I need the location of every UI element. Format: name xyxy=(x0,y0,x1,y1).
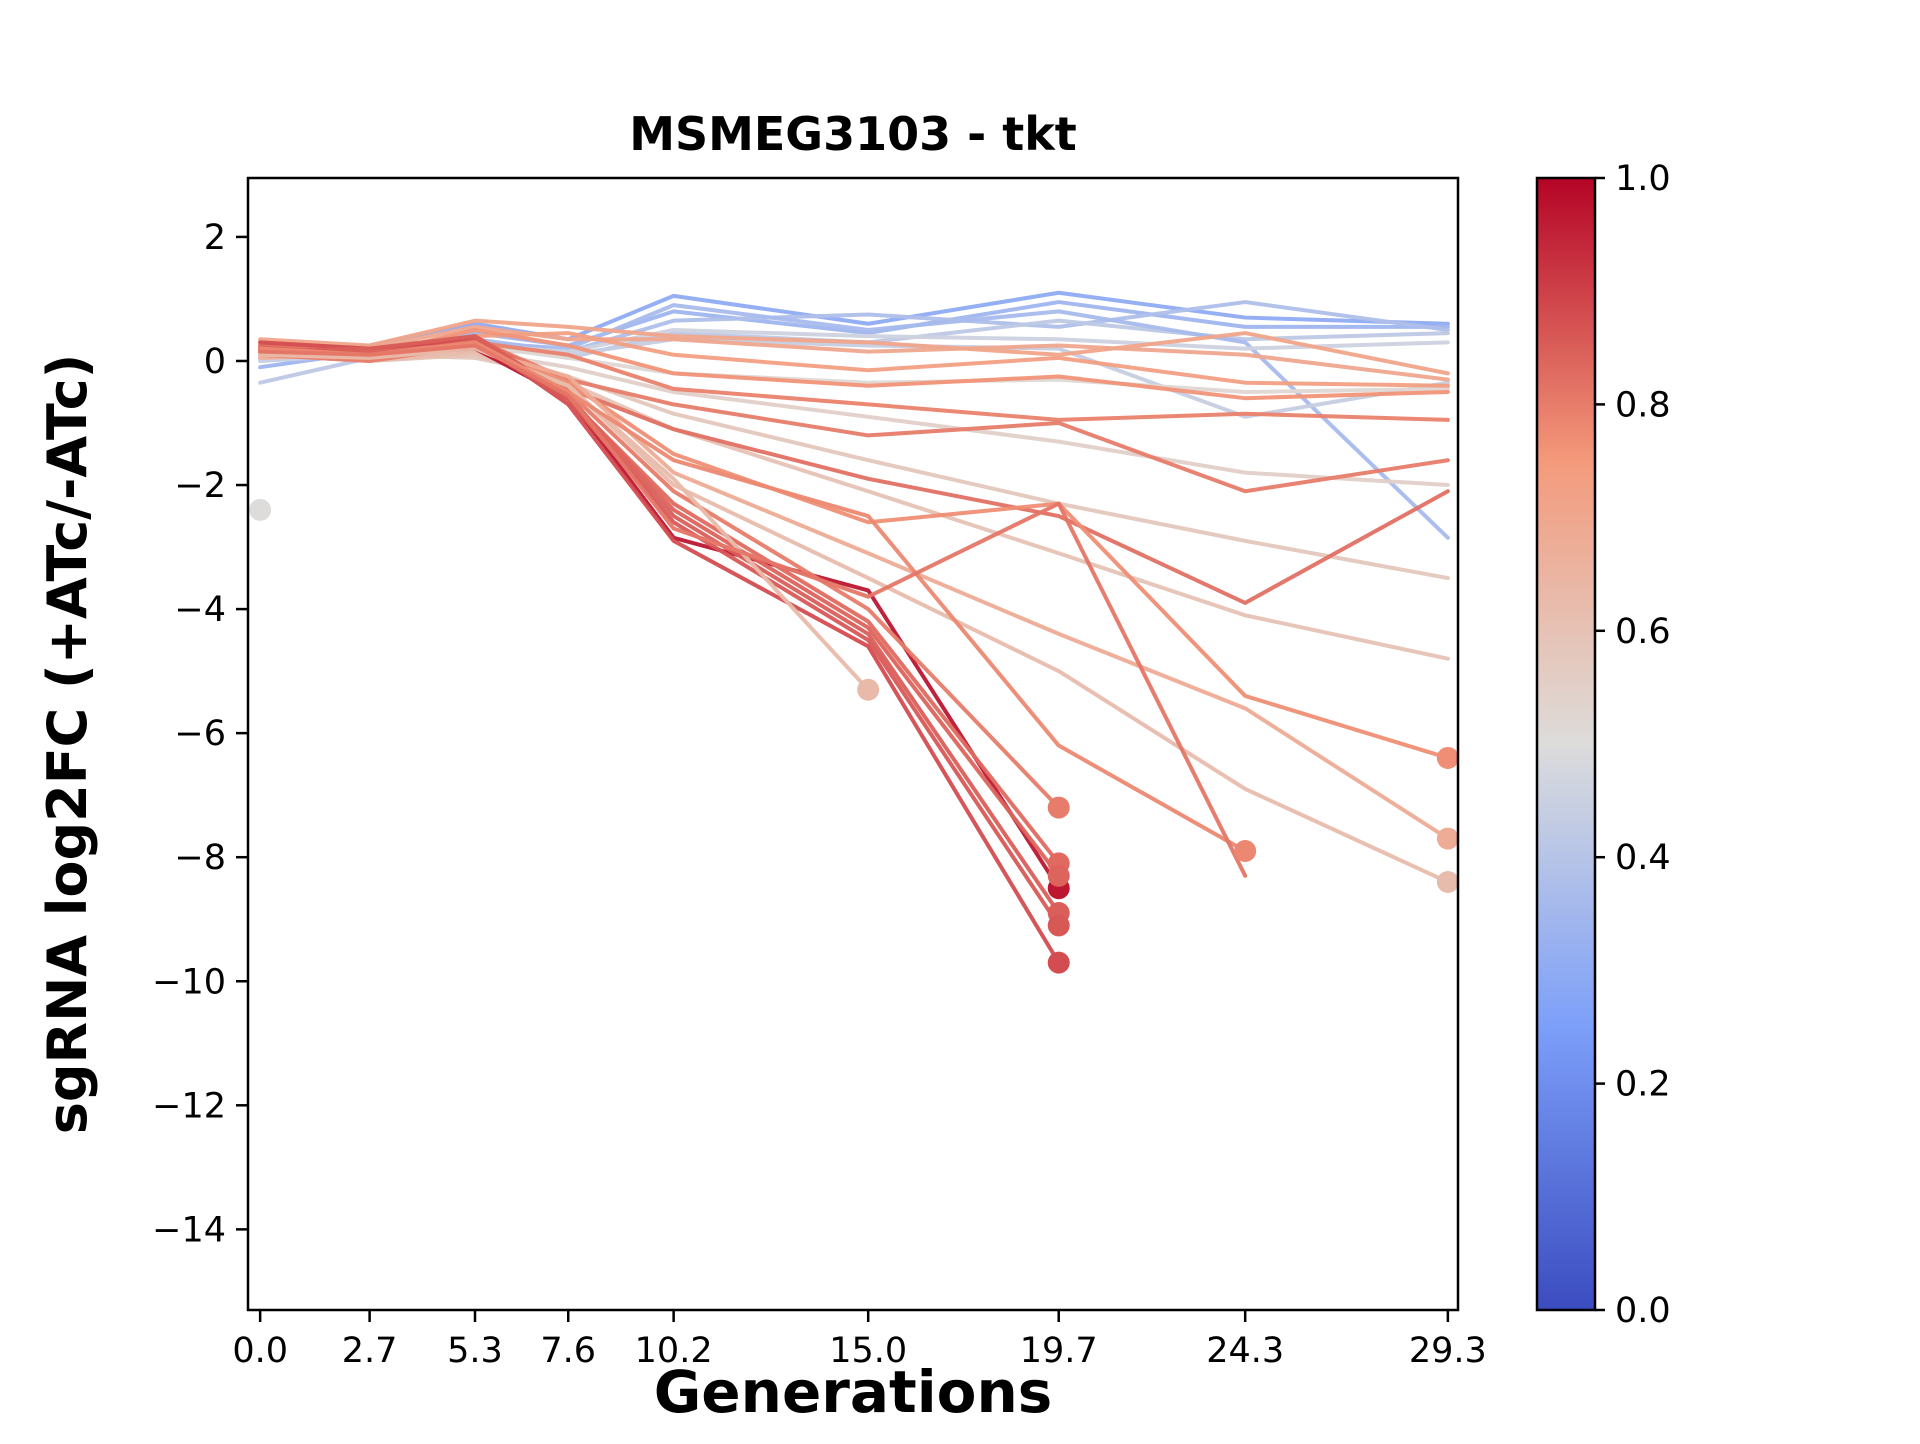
y-tick-label: −2 xyxy=(174,466,226,506)
colorbar-frame xyxy=(1535,176,1597,1312)
y-tick-label: −4 xyxy=(174,590,226,630)
x-tick-label: 19.7 xyxy=(1020,1331,1098,1371)
series-line xyxy=(258,334,1450,605)
y-tick-label: −14 xyxy=(152,1210,226,1250)
y-tick-label: 2 xyxy=(204,218,226,258)
colorbar-gradient xyxy=(1537,178,1595,1310)
colorbar-tick-label: 1.0 xyxy=(1615,159,1671,199)
end-marker xyxy=(1047,914,1070,937)
x-tick-label: 10.2 xyxy=(635,1331,713,1371)
x-tick-label: 29.3 xyxy=(1409,1331,1487,1371)
x-tick-label: 15.0 xyxy=(829,1331,907,1371)
y-tick-label: −8 xyxy=(174,838,226,878)
y-tick-label: −10 xyxy=(152,962,226,1002)
x-tick-label: 5.3 xyxy=(447,1331,503,1371)
x-tick-label: 2.7 xyxy=(342,1331,398,1371)
y-tick-label: −6 xyxy=(174,714,226,754)
colorbar-tick-label: 0.0 xyxy=(1615,1291,1671,1331)
colorbar-tick-label: 0.4 xyxy=(1615,838,1671,878)
series-line xyxy=(258,349,1450,488)
x-tick-label: 0.0 xyxy=(232,1331,288,1371)
end-marker xyxy=(1047,864,1070,887)
colorbar: 1.0 0.8 0.6 0.4 0.2 0.0 xyxy=(1535,159,1671,1331)
axes-frame xyxy=(246,176,1460,1312)
x-tick-label: 24.3 xyxy=(1206,1331,1284,1371)
end-marker xyxy=(1234,839,1257,862)
series-line xyxy=(258,318,1450,376)
marker-layer xyxy=(249,498,1459,974)
colorbar-tick-label: 0.8 xyxy=(1615,385,1671,425)
axis-layer: 0.0 2.7 5.3 7.6 10.2 15.0 19.7 24.3 29.3 2 0 −2 −4 −6… xyxy=(152,176,1487,1371)
end-marker xyxy=(857,678,880,701)
colorbar-tick-label: 0.6 xyxy=(1615,612,1671,652)
x-axis-label: Generations xyxy=(654,1358,1053,1426)
series-line xyxy=(258,343,1450,760)
end-marker xyxy=(1047,951,1070,974)
series-layer xyxy=(258,290,1450,965)
end-marker xyxy=(1047,796,1070,819)
end-marker xyxy=(1436,746,1459,769)
colorbar-tick-label: 0.2 xyxy=(1615,1065,1671,1105)
end-marker xyxy=(1436,827,1459,850)
data-point-marker xyxy=(249,498,272,521)
y-tick-label: 0 xyxy=(204,342,226,382)
chart-title: MSMEG3103 - tkt xyxy=(629,107,1077,161)
end-marker xyxy=(1436,871,1459,894)
series-line xyxy=(258,343,1248,878)
y-axis-label: sgRNA log2FC (+ATc/-ATc) xyxy=(36,354,99,1135)
y-tick-label: −12 xyxy=(152,1086,226,1126)
x-tick-label: 7.6 xyxy=(540,1331,596,1371)
series-line xyxy=(258,324,1450,382)
